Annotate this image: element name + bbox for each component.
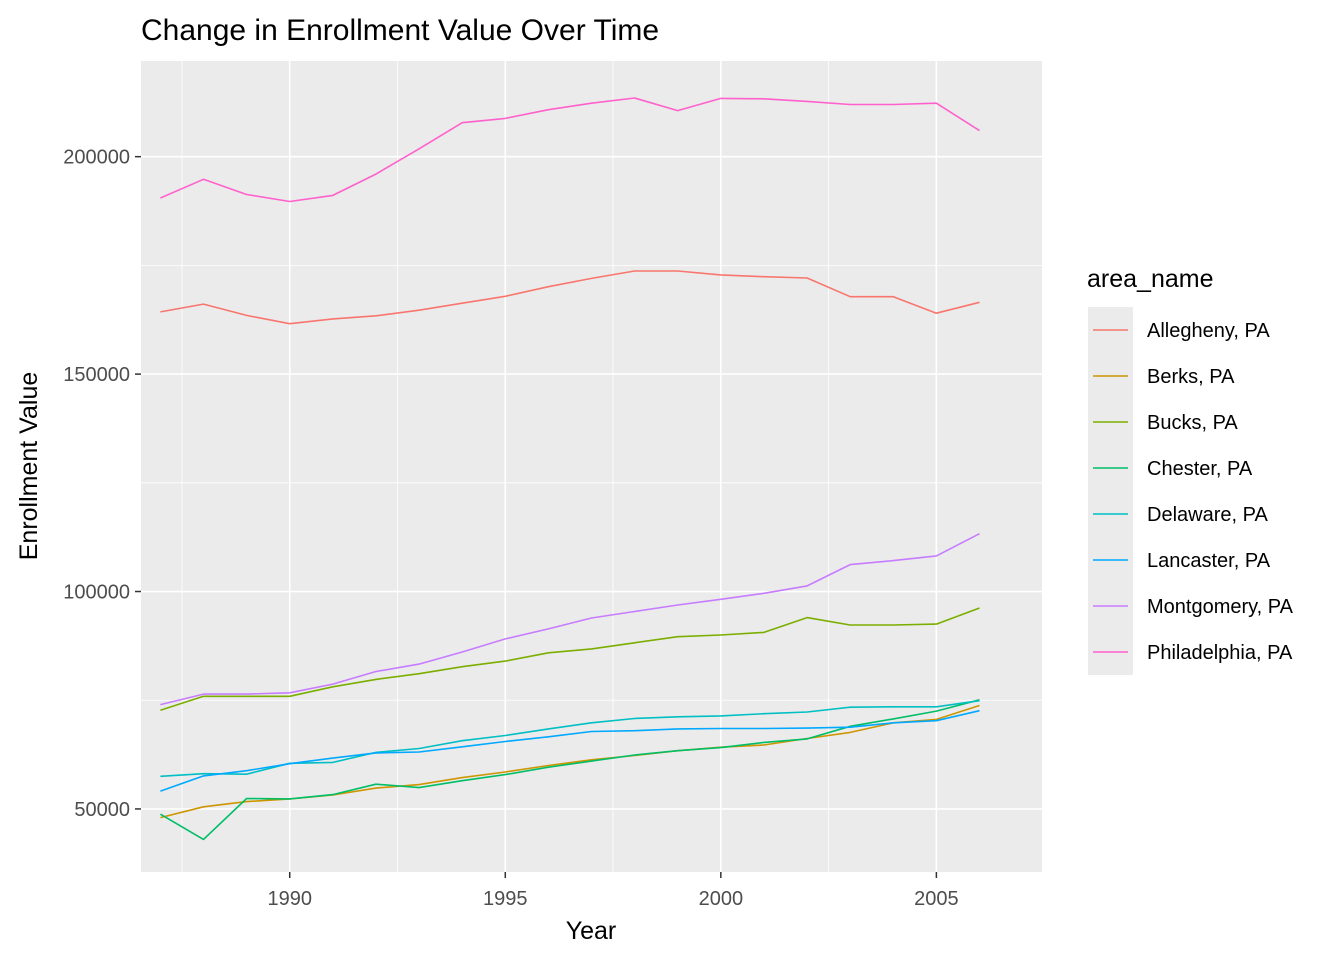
series-line [159, 699, 980, 841]
legend-label: Chester, PA [1147, 458, 1253, 480]
y-tick-label: 200000 [63, 147, 130, 169]
legend-label: Montgomery, PA [1147, 596, 1294, 618]
legend: area_name Allegheny, PA Berks, PA Bucks, P… [1087, 265, 1294, 675]
x-axis-title: Year [566, 917, 617, 945]
y-axis-title: Enrollment Value [15, 372, 43, 561]
x-tick-label: 2005 [914, 888, 959, 910]
y-tick-label: 50000 [74, 799, 130, 821]
y-tick-label: 100000 [63, 582, 130, 604]
y-axis: 50000 100000 150000 200000 [63, 147, 141, 821]
x-tick-label: 1990 [267, 888, 312, 910]
series-line [160, 97, 980, 203]
series-line [160, 709, 980, 792]
legend-key-background [1088, 307, 1133, 675]
x-tick-label: 1995 [483, 888, 528, 910]
legend-label: Berks, PA [1147, 366, 1235, 388]
x-axis: 1990 1995 2000 2005 [267, 872, 959, 910]
series-line [160, 532, 980, 706]
legend-items: Allegheny, PA Berks, PA Bucks, PA Chester, … [1088, 307, 1294, 675]
chart-title: Change in Enrollment Value Over Time [141, 14, 659, 47]
legend-label: Delaware, PA [1147, 504, 1268, 526]
legend-label: Bucks, PA [1147, 412, 1238, 434]
series-line [160, 607, 980, 711]
y-tick-label: 150000 [63, 364, 130, 386]
legend-label: Lancaster, PA [1147, 550, 1271, 572]
x-tick-label: 2000 [699, 888, 744, 910]
minor-gridlines [141, 61, 1042, 872]
major-gridlines [141, 61, 1042, 872]
legend-label: Allegheny, PA [1147, 320, 1270, 342]
legend-title: area_name [1087, 265, 1213, 293]
plot-panel [141, 61, 1042, 872]
series-lines [159, 97, 980, 841]
series-line [160, 270, 980, 325]
legend-label: Philadelphia, PA [1147, 642, 1293, 664]
